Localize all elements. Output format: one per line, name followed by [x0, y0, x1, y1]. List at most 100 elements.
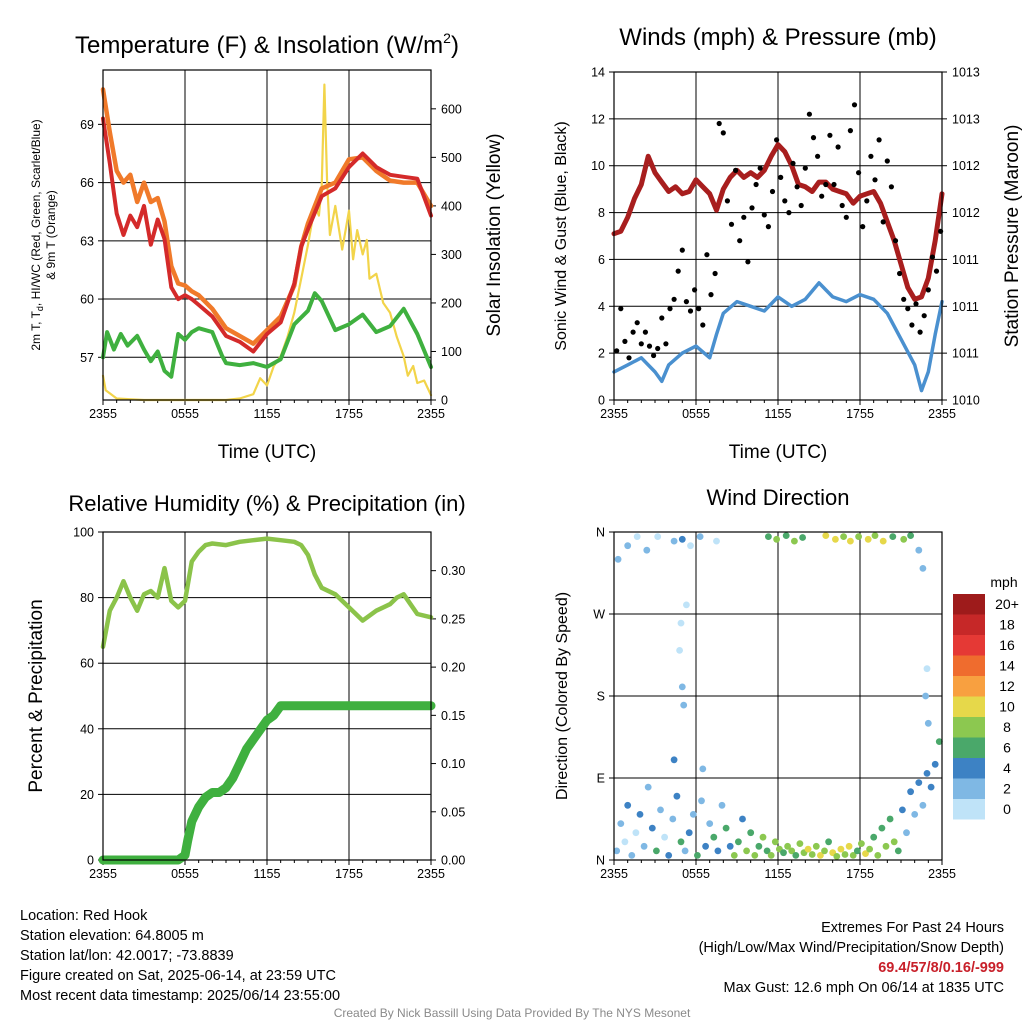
speed-legend-label: 20+: [995, 596, 1019, 612]
direction-point: [699, 765, 707, 773]
direction-xtick-label: 0555: [682, 867, 710, 881]
direction-point: [788, 847, 796, 855]
direction-point: [915, 546, 923, 554]
gust-point: [774, 137, 780, 143]
direction-point: [680, 701, 688, 709]
gust-point: [626, 355, 632, 361]
direction-point: [624, 801, 632, 809]
direction-point: [812, 842, 820, 850]
gust-point: [888, 184, 895, 190]
pressure-y2tick-label: 1013: [952, 112, 980, 126]
winds-title: Winds (mph) & Pressure (mb): [619, 24, 936, 51]
direction-point: [670, 537, 678, 545]
gust-point: [708, 292, 714, 298]
temperature-frame: [102, 69, 432, 401]
humidity-chart: 2355 0555 1155 1755 23550204060801000.000.05…: [26, 491, 466, 881]
gust-point: [823, 181, 829, 188]
gust-point: [831, 181, 837, 188]
direction-ytick-label: N: [596, 526, 605, 540]
direction-point: [808, 851, 816, 858]
winds-frame: [613, 71, 943, 401]
winds-ytick-label: 10: [591, 159, 605, 173]
direction-point: [763, 847, 771, 855]
precip-y2tick-label: 0.25: [441, 612, 465, 626]
winds-xtick-label: 2355: [928, 407, 956, 421]
direction-point: [878, 824, 886, 832]
direction-point: [730, 852, 738, 859]
direction-point: [840, 533, 847, 540]
temperature-xtick-label: 1755: [335, 407, 363, 421]
gust-point: [646, 343, 653, 349]
gust-point: [675, 268, 681, 274]
winds-ytick-label: 6: [598, 253, 605, 267]
humidity-line: [100, 536, 434, 650]
precip-y2tick-label: 0.15: [441, 709, 465, 723]
direction-point: [677, 619, 685, 627]
direction-point: [780, 849, 787, 857]
direction-point: [633, 533, 641, 540]
direction-point: [919, 801, 927, 809]
direction-point: [718, 801, 726, 809]
direction-point: [832, 535, 839, 543]
speed-legend-label: 14: [999, 658, 1015, 674]
pressure-y2tick-label: 1011: [952, 300, 979, 314]
precip-y2tick-label: 0.10: [441, 757, 465, 771]
precip-line: [98, 701, 436, 865]
humidity-ytick-label: 40: [80, 722, 94, 736]
direction-point: [907, 532, 914, 539]
pressure-line: [611, 142, 945, 302]
gust-point: [642, 329, 649, 335]
gust-point: [827, 132, 833, 138]
direction-ytick-label: W: [593, 608, 605, 622]
gust-point: [630, 329, 636, 335]
direction-point: [773, 535, 780, 543]
pressure-y2tick-label: 1011: [952, 253, 979, 267]
gust-point: [806, 111, 813, 117]
direction-point: [665, 852, 673, 859]
speed-legend: mph 20+ 18 16 14 12 10 8 6 4 2 0: [953, 574, 1019, 820]
extremes-heading: Extremes For Past 24 Hours: [821, 920, 1004, 936]
precip-y2tick-label: 0.30: [441, 564, 465, 578]
direction-ytick-label: S: [597, 690, 605, 704]
gust-point: [651, 352, 657, 359]
speed-legend-label: 18: [999, 617, 1015, 633]
gust-point: [683, 299, 690, 305]
speed-legend-swatch: [953, 594, 985, 615]
gust-point: [724, 198, 731, 204]
direction-point: [698, 797, 705, 805]
humidity-ylabel: Percent & Precipitation: [26, 599, 47, 792]
winds-ytick-label: 4: [598, 300, 605, 314]
gust-point: [933, 268, 940, 274]
credit-line: Created By Nick Bassill Using Data Provi…: [333, 1006, 691, 1020]
direction-point: [886, 815, 894, 823]
direction-point: [743, 847, 750, 855]
gust-point: [786, 210, 792, 216]
gust-point: [733, 167, 739, 173]
direction-point: [853, 847, 861, 855]
precip-y2tick-label: 0.05: [441, 805, 465, 819]
gust-point: [905, 306, 911, 312]
station-location: Location: Red Hook: [20, 908, 148, 924]
gust-point: [757, 165, 763, 171]
direction-point: [657, 806, 664, 814]
extremes-info: Extremes For Past 24 Hours (High/Low/Max…: [699, 918, 1004, 998]
direction-point: [804, 845, 812, 853]
humidity-ytick-label: 0: [87, 854, 94, 868]
direction-point: [636, 811, 644, 818]
direction-point: [767, 852, 775, 859]
temperature-ylabel-line2: & 9m T (Orange): [44, 190, 58, 280]
gust-point: [687, 308, 694, 314]
gust-point: [778, 174, 784, 180]
temperature-xtick-label: 2355: [89, 407, 117, 421]
winds-xtick-label: 0555: [682, 407, 710, 421]
direction-point: [751, 852, 759, 859]
direction-point: [771, 838, 779, 846]
direction-point: [624, 542, 632, 550]
direction-point: [677, 838, 685, 846]
max-gust-text: Max Gust: 12.6 mph On 06/14 at 1835 UTC: [723, 980, 1004, 996]
gust-point: [716, 120, 722, 127]
direction-point: [847, 537, 854, 545]
gust-point: [810, 135, 817, 141]
direction-point: [735, 838, 742, 846]
gust-point: [901, 296, 907, 302]
